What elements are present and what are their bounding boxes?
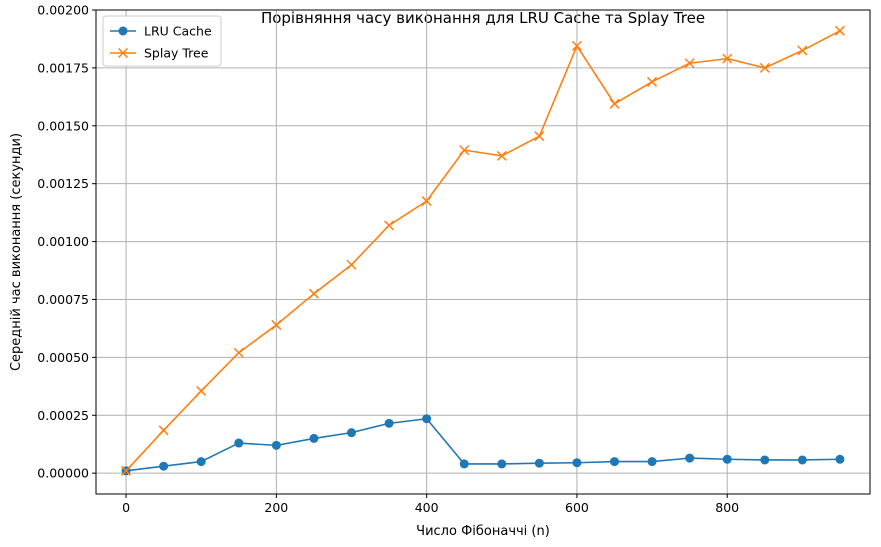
y-axis-label: Середній час виконання (секунди) xyxy=(9,133,24,371)
data-point-splay-tree xyxy=(121,465,132,476)
data-point-lru-cache xyxy=(685,453,695,463)
data-point-splay-tree xyxy=(233,347,244,358)
data-point-splay-tree xyxy=(421,196,432,207)
chart-title: Порівняння часу виконання для LRU Cache … xyxy=(261,9,705,27)
y-tick-label: 0.00100 xyxy=(37,234,89,249)
data-point-lru-cache xyxy=(196,457,206,467)
data-point-splay-tree xyxy=(797,45,808,56)
y-tick-label: 0.00125 xyxy=(37,176,89,191)
data-point-lru-cache xyxy=(835,454,845,464)
data-point-splay-tree xyxy=(609,98,620,109)
data-point-lru-cache xyxy=(271,440,281,450)
y-tick-label: 0.00000 xyxy=(37,466,89,481)
grid-lines xyxy=(96,9,870,494)
data-point-splay-tree xyxy=(346,259,357,270)
series-line-splay-tree xyxy=(125,30,841,472)
data-point-lru-cache xyxy=(610,457,620,467)
data-point-lru-cache xyxy=(159,461,169,471)
legend-marker-lru-cache xyxy=(118,26,128,36)
data-point-splay-tree xyxy=(534,131,545,142)
data-point-lru-cache xyxy=(497,459,507,469)
data-point-splay-tree xyxy=(271,319,282,330)
y-tick-label: 0.00075 xyxy=(37,292,89,307)
data-point-lru-cache xyxy=(722,454,732,464)
x-tick-label: 400 xyxy=(415,500,439,515)
data-point-splay-tree xyxy=(496,150,507,161)
data-point-lru-cache xyxy=(534,458,544,468)
data-point-splay-tree xyxy=(459,145,470,156)
data-point-splay-tree xyxy=(684,58,695,69)
legend: LRU Cache Splay Tree xyxy=(102,15,222,67)
data-point-lru-cache xyxy=(797,455,807,465)
data-point-lru-cache xyxy=(346,428,356,438)
data-point-splay-tree xyxy=(158,425,169,436)
y-tick-label: 0.00150 xyxy=(37,118,89,133)
data-point-splay-tree xyxy=(647,76,658,87)
data-point-splay-tree xyxy=(308,288,319,299)
data-point-lru-cache xyxy=(572,458,582,468)
x-axis-label: Число Фібоначчі (n) xyxy=(416,524,550,539)
x-tick-label: 0 xyxy=(122,500,130,515)
series-group xyxy=(121,25,845,476)
data-point-lru-cache xyxy=(459,459,469,469)
x-tick-label: 800 xyxy=(715,500,739,515)
y-tick-label: 0.00025 xyxy=(37,408,89,423)
data-point-lru-cache xyxy=(422,414,432,424)
data-point-lru-cache xyxy=(384,418,394,428)
y-axis-ticks: 0.00000 0.00025 0.00050 0.00075 0.00100 0.001… xyxy=(37,3,96,481)
y-tick-label: 0.00200 xyxy=(37,3,89,18)
data-point-splay-tree xyxy=(759,62,770,73)
x-tick-label: 200 xyxy=(264,500,288,515)
y-tick-label: 0.00175 xyxy=(37,60,89,75)
data-point-splay-tree xyxy=(722,53,733,64)
x-tick-label: 600 xyxy=(565,500,589,515)
data-point-splay-tree xyxy=(196,385,207,396)
data-point-lru-cache xyxy=(234,438,244,448)
data-point-splay-tree xyxy=(834,25,845,36)
x-axis-ticks: 0 200 400 600 800 xyxy=(122,494,739,515)
data-point-lru-cache xyxy=(760,455,770,465)
y-tick-label: 0.00050 xyxy=(37,350,89,365)
data-point-splay-tree xyxy=(571,40,582,51)
data-point-splay-tree xyxy=(384,220,395,231)
plot-frame xyxy=(95,9,871,495)
legend-marker-splay-tree xyxy=(117,47,129,59)
legend-label-splay-tree: Splay Tree xyxy=(144,46,209,61)
data-point-lru-cache xyxy=(309,433,319,443)
data-point-lru-cache xyxy=(647,457,657,467)
series-line-lru-cache xyxy=(125,417,840,472)
legend-label-lru-cache: LRU Cache xyxy=(144,24,212,39)
